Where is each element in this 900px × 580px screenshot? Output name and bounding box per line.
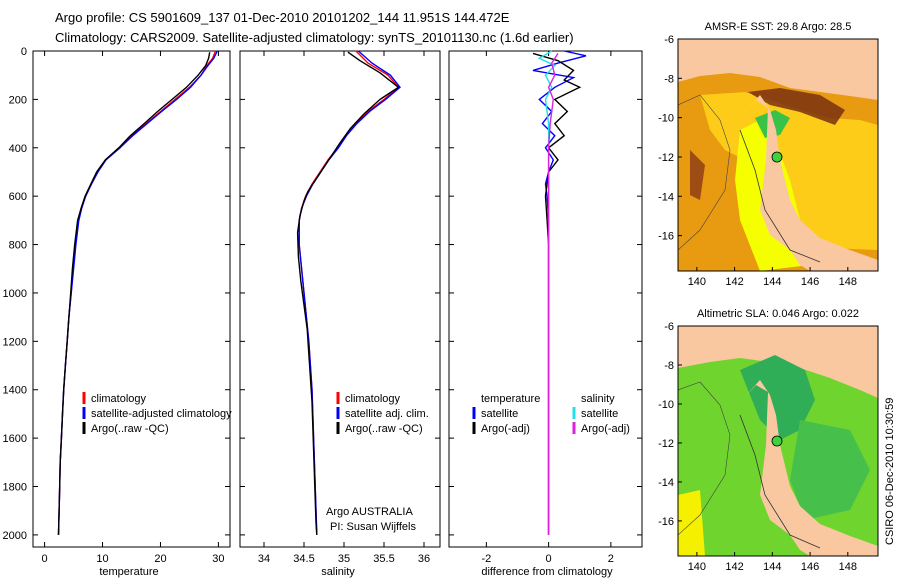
series-line-difference-temperature-satellite: [532, 50, 587, 535]
legend-label-sal-argo: Argo(-adj): [581, 423, 630, 435]
x-tick-label: 34.5: [293, 553, 314, 565]
map-y-tick-label: -8: [664, 360, 674, 372]
argo-australia-annotation: Argo AUSTRALIA: [326, 506, 413, 518]
sla-high-patch: [740, 355, 815, 440]
map-y-tick-label: -12: [658, 438, 674, 450]
sla-argo-float-marker: [771, 435, 783, 447]
sst-coastline: [678, 94, 731, 251]
legend-label-satellite-adj: satellite adj. clim.: [345, 408, 429, 420]
sla-coastline: [678, 381, 731, 536]
sst-coastline: [739, 129, 821, 263]
sst-hot-patch: [690, 150, 705, 200]
sst-map-frame: [677, 38, 879, 272]
map-x-tick-label: 142: [725, 276, 743, 288]
y-tick-label: 1800: [3, 482, 27, 494]
sst-argo-float-marker: [771, 151, 783, 163]
map-y-tick-label: -10: [658, 113, 674, 125]
map-x-tick-label: 144: [763, 561, 781, 573]
series-line-difference-salinity-argo-adj-: [547, 53, 559, 535]
y-tick-label: 2000: [3, 530, 27, 542]
legend-label-climatology: climatology: [345, 393, 401, 405]
salinity-legend: climatology satellite adj. clim. Argo(..…: [326, 392, 429, 533]
map-y-tick-label: -16: [658, 231, 674, 243]
series-layer: [57, 50, 587, 535]
sla-map-frame: [677, 325, 879, 557]
y-tick-label: 1200: [3, 336, 27, 348]
x-tick-label: 10: [96, 553, 108, 565]
series-line-difference-temperature-argo-adj-: [532, 52, 582, 535]
legend-label-satellite-adjusted: satellite-adjusted climatology: [91, 408, 232, 420]
series-line-temperature-climatology: [57, 50, 217, 535]
legend-label-argo: Argo(..raw -QC): [91, 423, 169, 435]
legend-label-argo: Argo(..raw -QC): [345, 423, 423, 435]
x-tick-label: 2: [608, 553, 614, 565]
sst-map: [678, 39, 878, 271]
x-tick-label: 20: [154, 553, 166, 565]
x-tick-label: 34: [258, 553, 270, 565]
map-x-tick-label: 142: [725, 561, 743, 573]
y-tick-label: 0: [21, 46, 27, 58]
map-y-tick-label: -8: [664, 73, 674, 85]
sla-map-title: Altimetric SLA: 0.046 Argo: 0.022: [697, 308, 859, 320]
y-tick-label: 1400: [3, 385, 27, 397]
x-tick-label: 0: [546, 553, 552, 565]
map-y-tick-label: -12: [658, 152, 674, 164]
x-tick-label: 36: [418, 553, 430, 565]
legend-label-temp-argo: Argo(-adj): [481, 423, 530, 435]
figure-title-line2: Climatology: CARS2009. Satellite-adjuste…: [55, 30, 574, 45]
map-x-tick-label: 146: [801, 276, 819, 288]
sst-hot-patch: [748, 88, 845, 125]
pi-annotation: PI: Susan Wijffels: [330, 521, 416, 533]
map-x-tick-label: 148: [839, 561, 857, 573]
series-line-salinity-argo-raw-qc-: [296, 51, 400, 535]
y-tick-label: 1000: [3, 288, 27, 300]
map-x-tick-label: 146: [801, 561, 819, 573]
sst-map-title: AMSR-E SST: 29.8 Argo: 28.5: [705, 21, 852, 33]
difference-xlabel: difference from climatology: [481, 566, 613, 578]
x-tick-label: 35: [338, 553, 350, 565]
legend-title-temperature: temperature: [481, 393, 540, 405]
figure-title-line1: Argo profile: CS 5901609_137 01-Dec-2010…: [55, 10, 510, 25]
series-line-temperature-satellite-adjusted-climatology: [57, 50, 218, 535]
map-y-tick-label: -10: [658, 399, 674, 411]
y-tick-label: 200: [9, 94, 27, 106]
sla-map: [678, 326, 878, 556]
legend-label-climatology: climatology: [91, 393, 147, 405]
x-tick-label: 0: [42, 553, 48, 565]
legend-title-salinity: salinity: [581, 393, 615, 405]
map-y-tick-label: -14: [658, 191, 674, 203]
difference-legend: temperature satellite Argo(-adj) salinit…: [472, 393, 630, 435]
y-tick-label: 1600: [3, 433, 27, 445]
series-line-difference-salinity-satellite: [537, 50, 556, 535]
series-line-temperature-argo-raw-qc-: [57, 52, 211, 535]
y-tick-label: 600: [9, 191, 27, 203]
sla-coastline: [739, 414, 821, 549]
x-tick-label: 35.5: [373, 553, 394, 565]
footer-credit: CSIRO 06-Dec-2010 10:30:59: [884, 398, 896, 545]
map-y-tick-label: -16: [658, 516, 674, 528]
temperature-xlabel: temperature: [99, 566, 158, 578]
map-x-tick-label: 148: [839, 276, 857, 288]
axes-ticks: 0 10 20 30020040060080010001200140016001800…: [3, 46, 642, 565]
y-tick-label: 400: [9, 143, 27, 155]
map-x-tick-label: 140: [688, 561, 706, 573]
sla-mid-patch: [790, 420, 870, 520]
difference-panel-frame: [448, 50, 643, 548]
map-y-tick-label: -6: [664, 321, 674, 333]
x-tick-label: 30: [212, 553, 224, 565]
salinity-panel-frame: [239, 50, 441, 548]
map-ticks: 140 142 144 146 148 -6 -8 -10 -12 -14 -16 140 142 144…: [658, 34, 857, 573]
map-y-tick-label: -14: [658, 477, 674, 489]
legend-label-temp-satellite: satellite: [481, 408, 518, 420]
temperature-legend: climatology satellite-adjusted climatolo…: [82, 392, 232, 435]
y-tick-label: 800: [9, 240, 27, 252]
map-y-tick-label: -6: [664, 34, 674, 46]
temperature-panel-frame: [32, 50, 231, 548]
legend-label-sal-satellite: satellite: [581, 408, 618, 420]
map-x-tick-label: 144: [763, 276, 781, 288]
x-tick-label: -2: [481, 553, 491, 565]
salinity-xlabel: salinity: [321, 566, 355, 578]
map-x-tick-label: 140: [688, 276, 706, 288]
